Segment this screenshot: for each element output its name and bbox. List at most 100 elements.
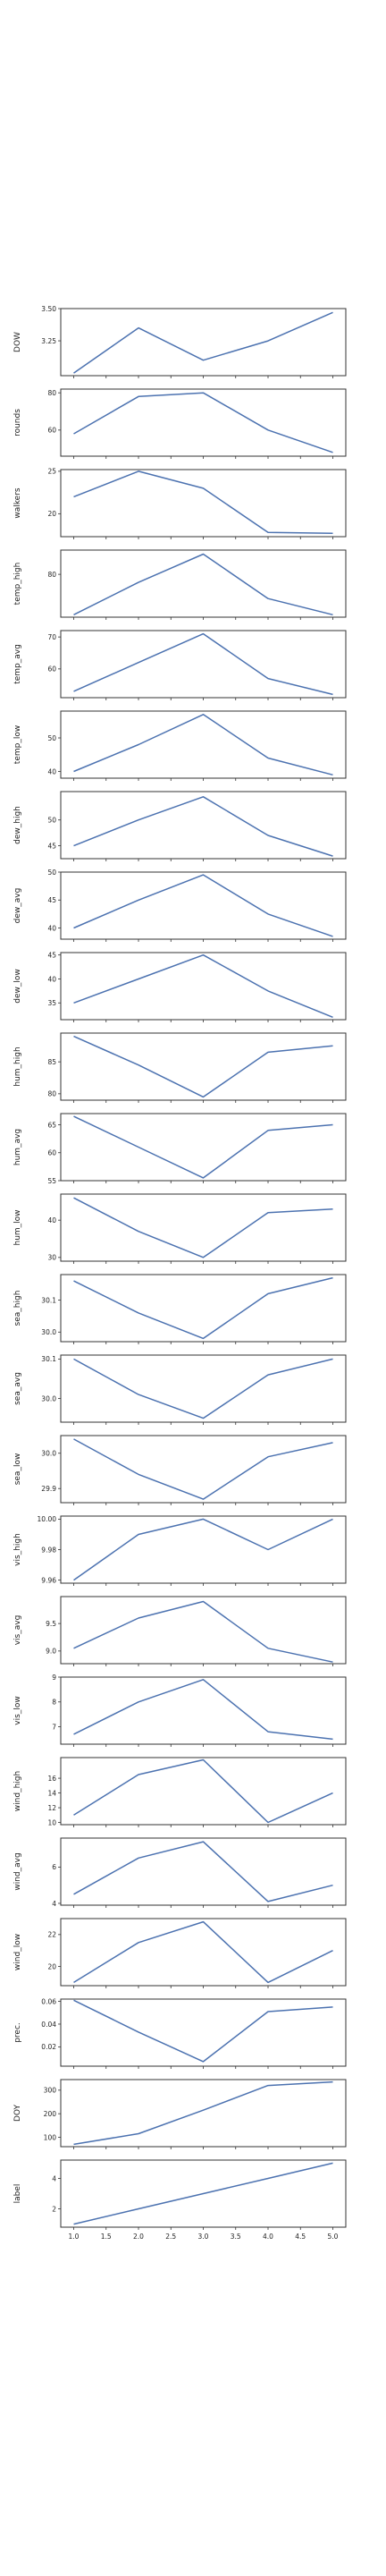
plot-frame	[60, 1998, 347, 2067]
y-tick-label: 50	[47, 869, 56, 877]
plot-frame	[60, 710, 347, 779]
plot-frame	[60, 1515, 347, 1584]
plot-frame	[60, 1757, 347, 1826]
subplot-vis-low: 9 8 7 vis_low	[13, 1674, 347, 1747]
subplot-dew-low: 45 40 35 dew_low	[13, 951, 347, 1022]
y-axis-label: temp_high	[13, 563, 22, 606]
y-axis-label: vis_high	[13, 1533, 22, 1566]
series-line	[73, 2080, 333, 2146]
y-tick-label: 2	[52, 2205, 56, 2213]
x-tick-label: 2.5	[165, 2233, 176, 2241]
y-axis-label: wind_low	[13, 1934, 22, 1970]
y-axis-label: hum_avg	[13, 1129, 22, 1165]
plot-frame	[60, 388, 347, 457]
y-tick-label: 6	[52, 1863, 56, 1871]
x-tick-label: 2.0	[133, 2233, 144, 2241]
series-line	[73, 1920, 333, 1984]
plot-frame	[60, 1435, 347, 1504]
subplot-temp-avg: 70 60 temp_avg	[13, 630, 347, 700]
plot-frame	[60, 1596, 347, 1665]
subplot-label: 1.0 1.5 2.0 2.5 3.0 3.5 4.0 4.5 5.0 4 2 label	[13, 2159, 347, 2241]
y-axis-label: hum_low	[13, 1209, 22, 1245]
series-line	[73, 1197, 333, 1258]
y-tick-label: 40	[47, 1216, 56, 1224]
plot-frame	[60, 469, 347, 538]
series-line	[73, 1358, 333, 1419]
subplot-temp-low: 50 40 temp_low	[13, 710, 347, 781]
series-line	[73, 1841, 333, 1902]
x-tick-label: 3.5	[231, 2233, 241, 2241]
y-axis-label: hum_high	[13, 1046, 22, 1086]
y-tick-label: 40	[47, 975, 56, 983]
y-tick-label: 45	[47, 842, 56, 850]
y-tick-label: 10	[47, 1818, 56, 1826]
subplot-vis-avg: 9.5 9.0 vis_avg	[13, 1596, 347, 1666]
subplot-doy: 300 200 100 DOY	[13, 2079, 347, 2149]
y-tick-label: 40	[47, 767, 56, 775]
y-axis-label: temp_avg	[13, 644, 22, 684]
y-axis-label: sea_high	[13, 1291, 22, 1326]
y-tick-label: 29.9	[41, 1485, 56, 1493]
y-axis-label: label	[13, 2184, 22, 2204]
subplot-hum-low: 40 30 hum_low	[13, 1193, 347, 1264]
y-tick-label: 40	[47, 924, 56, 932]
y-tick-label: 9.98	[41, 1546, 56, 1554]
x-tick-label: 5.0	[328, 2233, 339, 2241]
y-tick-label: 20	[47, 1962, 56, 1970]
y-tick-label: 7	[52, 1723, 56, 1731]
plot-frame	[60, 791, 347, 860]
series-line	[73, 1276, 333, 1340]
y-axis-label: dew_high	[13, 806, 22, 844]
plot-frame	[60, 1676, 347, 1745]
x-tick-label: 1.0	[69, 2233, 80, 2241]
plot-frame	[60, 871, 347, 940]
y-tick-label: 80	[47, 1090, 56, 1098]
y-tick-label: 9.96	[41, 1576, 56, 1584]
y-axis-label: sea_low	[13, 1453, 22, 1486]
series-line	[73, 796, 333, 857]
series-line	[73, 2162, 333, 2225]
y-tick-label: 9.5	[46, 1620, 56, 1628]
y-axis-label: DOY	[13, 2104, 22, 2122]
y-axis-label: vis_avg	[13, 1615, 22, 1646]
series-line	[73, 311, 333, 374]
y-tick-label: 30.1	[41, 1296, 56, 1304]
y-tick-label: 200	[44, 2110, 57, 2118]
series-line	[73, 1600, 333, 1663]
series-line	[73, 714, 333, 776]
y-tick-label: 65	[47, 1121, 56, 1129]
y-tick-label: 55	[47, 1177, 56, 1185]
series-line	[73, 1679, 333, 1741]
y-tick-label: 12	[47, 1804, 56, 1812]
y-tick-label: 100	[44, 2133, 57, 2141]
y-tick-label: 60	[47, 665, 56, 674]
subplot-walkers: 25 20 walkers	[13, 468, 347, 539]
y-tick-label: 8	[52, 1699, 56, 1707]
y-tick-label: 10.00	[38, 1515, 57, 1523]
y-tick-label: 9	[52, 1674, 56, 1682]
x-tick-label: 4.5	[295, 2233, 306, 2241]
y-tick-label: 0.04	[41, 2021, 56, 2029]
y-axis-label: DOW	[13, 332, 22, 352]
series-line	[73, 953, 333, 1018]
y-axis-label: walkers	[13, 487, 22, 519]
series-line	[73, 392, 333, 453]
subplot-dew-high: 50 45 dew_high	[13, 791, 347, 861]
y-axis-label: prec.	[13, 2022, 22, 2043]
y-tick-label: 30.1	[41, 1355, 56, 1363]
subplot-dew-avg: 50 45 40 dew_avg	[13, 869, 347, 942]
y-tick-label: 30	[47, 1254, 56, 1262]
series-line	[73, 1518, 333, 1581]
y-tick-label: 300	[44, 2087, 57, 2095]
y-tick-label: 50	[47, 734, 56, 742]
y-tick-label: 30.0	[41, 1450, 56, 1458]
subplot-temp-high: 80 temp_high	[13, 549, 347, 620]
y-tick-label: 60	[47, 427, 56, 435]
subplot-hum-avg: 65 60 55 hum_avg	[13, 1113, 347, 1185]
y-tick-label: 80	[47, 571, 56, 579]
series-line	[73, 874, 333, 937]
subplot-sea-low: 30.0 29.9 sea_low	[13, 1435, 347, 1505]
plot-frame	[60, 1354, 347, 1423]
series-line	[73, 1035, 333, 1098]
subplot-vis-high: 10.00 9.98 9.96 vis_high	[13, 1515, 347, 1586]
